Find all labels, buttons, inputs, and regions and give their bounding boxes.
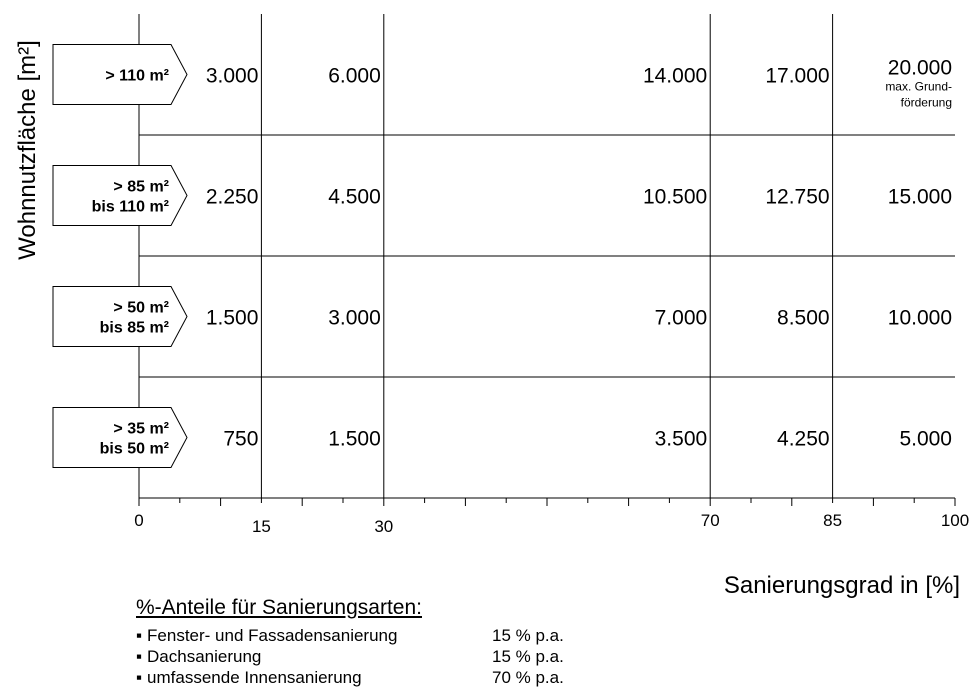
cell-value: 3.000 <box>206 65 259 88</box>
cell-value: 2.250 <box>206 186 259 209</box>
cell-value: 7.000 <box>655 307 708 330</box>
cell-value: 8.500 <box>777 307 830 330</box>
row-label-text: bis 50 m² <box>100 441 169 458</box>
legend-item: umfassende Innensanierung 70 % p.a. <box>136 667 564 688</box>
cell-value: 10.000 <box>888 307 952 330</box>
cell-value: 4.250 <box>777 428 830 451</box>
row-label-text: bis 85 m² <box>100 320 169 337</box>
row-label-text: > 85 m² <box>113 179 169 196</box>
cell-value: 15.000 <box>888 186 952 209</box>
legend-item-name: Fenster- und Fassadensanierung <box>136 625 492 646</box>
x-tick-label: 100 <box>941 511 969 530</box>
x-tick-label: 0 <box>134 511 143 530</box>
cell-value: 1.500 <box>328 428 381 451</box>
cell-value: 20.000 <box>888 57 952 80</box>
y-axis-label: Wohnnutzfläche [m²] <box>14 40 41 260</box>
legend: %-Anteile für Sanierungsarten: Fenster- … <box>136 596 564 688</box>
legend-item-pct: 70 % p.a. <box>492 668 564 687</box>
row-label-text: bis 110 m² <box>92 199 169 216</box>
legend-item-name: umfassende Innensanierung <box>136 667 492 688</box>
cell-value: 1.500 <box>206 307 259 330</box>
legend-item-pct: 15 % p.a. <box>492 647 564 666</box>
cell-value: 4.500 <box>328 186 381 209</box>
cell-value: 17.000 <box>765 65 829 88</box>
x-tick-label: 15 <box>252 517 271 536</box>
x-axis-label: Sanierungsgrad in [%] <box>723 572 960 599</box>
x-tick-label: 30 <box>374 517 393 536</box>
row-label-arrow <box>52 44 188 105</box>
cell-note: förderung <box>901 96 952 110</box>
cell-note: max. Grund- <box>885 80 952 94</box>
x-tick-label: 85 <box>823 511 842 530</box>
legend-item-name: Dachsanierung <box>136 646 492 667</box>
row-label-text: > 50 m² <box>113 300 169 317</box>
funding-chart: 0 15 30 70 85 100 3.000 6.000 14.000 17.000 20.000… <box>52 14 969 536</box>
cell-value: 10.500 <box>643 186 707 209</box>
row-label-arrow <box>52 286 188 347</box>
cell-value: 750 <box>223 428 258 451</box>
legend-title: %-Anteile für Sanierungsarten: <box>136 596 422 619</box>
x-tick-label: 70 <box>701 511 720 530</box>
cell-value: 14.000 <box>643 65 707 88</box>
row-label-text: > 35 m² <box>113 421 169 438</box>
row-label-arrow <box>52 165 188 226</box>
cell-value: 5.000 <box>899 428 952 451</box>
row-label-text: > 110 m² <box>105 68 169 85</box>
legend-item-pct: 15 % p.a. <box>492 626 564 645</box>
legend-item: Dachsanierung 15 % p.a. <box>136 646 564 667</box>
legend-item: Fenster- und Fassadensanierung 15 % p.a. <box>136 625 564 646</box>
cell-value: 3.000 <box>328 307 381 330</box>
row-label-arrow <box>52 407 188 468</box>
cell-value: 6.000 <box>328 65 381 88</box>
cell-value: 3.500 <box>655 428 708 451</box>
cell-value: 12.750 <box>765 186 829 209</box>
